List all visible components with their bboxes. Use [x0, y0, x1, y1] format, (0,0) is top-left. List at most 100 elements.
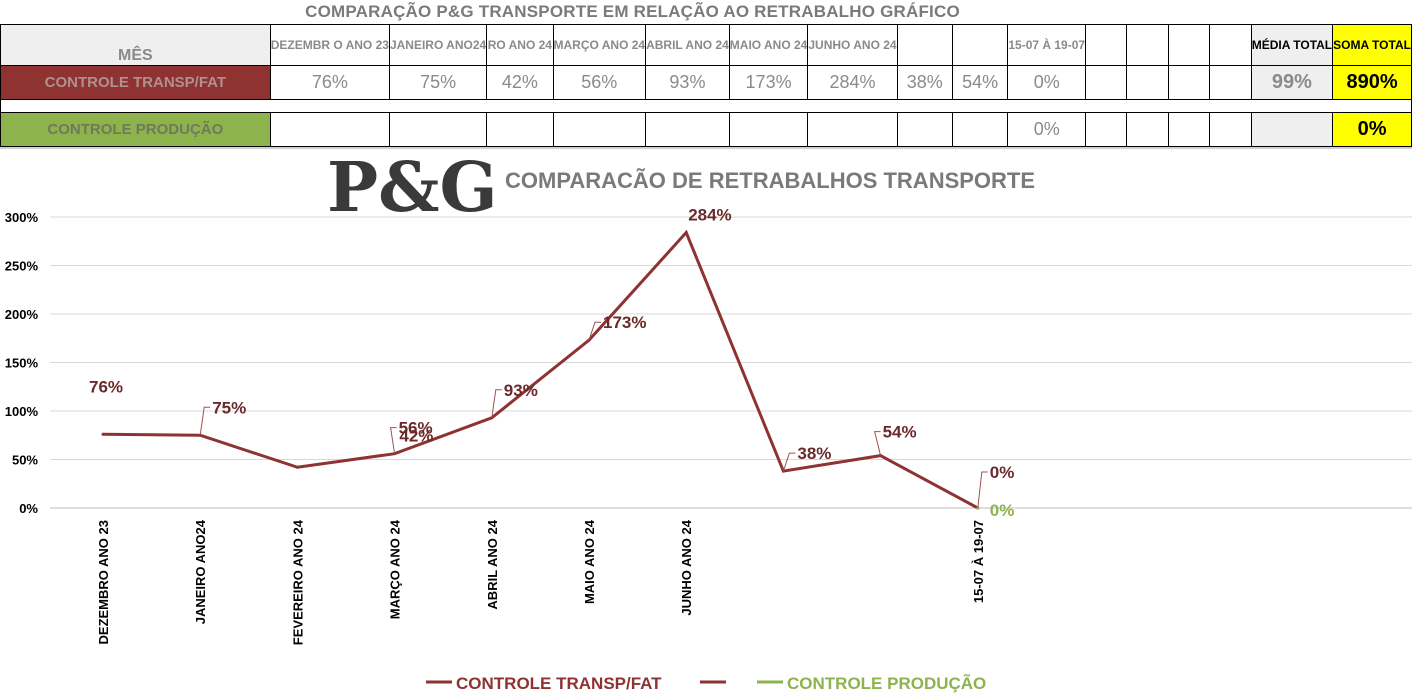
table-cell	[1085, 65, 1128, 100]
table-cell	[1126, 112, 1169, 147]
table-cell: 93%	[645, 65, 730, 100]
table-cell: 42%	[486, 65, 554, 100]
month-header: 15-07 À 19-07	[1007, 24, 1087, 66]
row-label-transp: CONTROLE TRANSP/FAT	[0, 65, 271, 100]
leader-line	[588, 321, 601, 341]
legend-label: CONTROLE TRANSP/FAT	[456, 674, 662, 693]
header-row: MÊS DEZEMBR O ANO 23 JANEIRO ANO24 RO AN…	[0, 24, 1412, 66]
table-cell: 56%	[552, 65, 647, 100]
table-row-producao: CONTROLE PRODUÇÃO 0% 0%	[0, 112, 1412, 147]
table-cell	[388, 112, 488, 147]
separator	[0, 147, 1412, 149]
data-label: 76%	[89, 377, 123, 396]
table-cell	[951, 112, 1009, 147]
table-cell: 38%	[896, 65, 953, 100]
table-cell: 173%	[728, 65, 809, 100]
month-header: DEZEMBR O ANO 23	[269, 24, 390, 66]
leader-line	[977, 471, 988, 509]
table-cell	[1209, 112, 1252, 147]
month-header: MAIO ANO 24	[728, 24, 809, 66]
data-label: 38%	[797, 444, 831, 463]
table-cell: 75%	[388, 65, 488, 100]
table-cell	[728, 112, 809, 147]
data-label: 93%	[504, 381, 538, 400]
media-total-cell	[1250, 112, 1334, 147]
data-point	[684, 231, 688, 235]
chart-title: COMPARACÃO DE RETRABALHOS TRANSPORTE	[505, 168, 1035, 193]
leader-line	[873, 431, 882, 456]
table-cell: 76%	[269, 65, 390, 100]
media-header: MÉDIA TOTAL	[1250, 24, 1334, 66]
soma-total-cell: 890%	[1332, 65, 1412, 100]
table-cell: 0%	[1007, 112, 1087, 147]
table-cell	[1209, 65, 1252, 100]
month-header-label: MÊS	[0, 24, 271, 66]
data-label: 0%	[990, 501, 1015, 520]
table-cell	[1167, 112, 1211, 147]
pg-logo: P&G	[327, 150, 498, 228]
pg-logo-text: P&G	[327, 150, 498, 228]
table-cell	[807, 112, 898, 147]
table-cell: 0%	[1007, 65, 1087, 100]
data-label: 42%	[399, 426, 433, 445]
month-header	[1126, 24, 1169, 66]
table-cell: 54%	[951, 65, 1009, 100]
data-label: 173%	[603, 313, 646, 332]
data-table: MÊS DEZEMBR O ANO 23 JANEIRO ANO24 RO AN…	[0, 24, 1412, 147]
leader-line	[390, 427, 397, 454]
table-cell	[269, 112, 390, 147]
leader-line	[491, 389, 502, 418]
table-cell	[552, 112, 647, 147]
y-tick-label: 100%	[5, 404, 39, 419]
media-total-cell: 99%	[1250, 65, 1334, 100]
month-header: RO ANO 24	[486, 24, 554, 66]
leader-line	[782, 452, 796, 472]
month-header	[951, 24, 1009, 66]
x-tick-label: DEZEMBRO ANO 23	[96, 520, 111, 644]
table-cell	[896, 112, 953, 147]
x-tick-label: MAIO ANO 24	[582, 519, 597, 604]
month-header: JANEIRO ANO24	[388, 24, 488, 66]
data-label: 0%	[990, 463, 1015, 482]
x-tick-label: MARÇO ANO 24	[388, 519, 403, 619]
y-tick-label: 50%	[12, 453, 38, 468]
month-header: JUNHO ANO 24	[807, 24, 898, 66]
x-tick-label: ABRIL ANO 24	[485, 519, 500, 609]
y-tick-label: 150%	[5, 356, 39, 371]
x-tick-label: 15-07 À 19-07	[971, 520, 986, 603]
data-label: 56%	[399, 419, 433, 438]
data-point	[295, 465, 299, 469]
y-tick-label: 250%	[5, 259, 39, 274]
y-tick-label: 0%	[19, 501, 38, 516]
table-cell	[1085, 112, 1128, 147]
month-header	[1085, 24, 1128, 66]
month-header: MARÇO ANO 24	[552, 24, 647, 66]
table-cell	[486, 112, 554, 147]
x-tick-label: FEVEREIRO ANO 24	[290, 519, 305, 645]
page-title: COMPARAÇÃO P&G TRANSPORTE EM RELAÇÃO AO …	[305, 2, 960, 21]
table-row-transp: CONTROLE TRANSP/FAT 76% 75% 42% 56% 93% …	[0, 65, 1412, 100]
table-cell	[1126, 65, 1169, 100]
month-header: ABRIL ANO 24	[645, 24, 730, 66]
data-label: 284%	[688, 206, 731, 225]
month-header	[1167, 24, 1211, 66]
data-point	[101, 432, 105, 436]
line-chart: P&G COMPARACÃO DE RETRABALHOS TRANSPORTE…	[5, 150, 1412, 693]
row-gap	[0, 99, 1412, 113]
series-line	[102, 229, 979, 510]
x-tick-label: JANEIRO ANO24	[193, 519, 208, 624]
y-tick-label: 300%	[5, 210, 39, 225]
data-label: 54%	[883, 423, 917, 442]
row-label-producao: CONTROLE PRODUÇÃO	[0, 112, 271, 147]
soma-total-cell: 0%	[1332, 112, 1412, 147]
x-tick-label: JUNHO ANO 24	[679, 519, 694, 615]
month-header	[1209, 24, 1252, 66]
leader-line	[199, 406, 211, 436]
table-cell: 284%	[807, 65, 898, 100]
legend-label: CONTROLE PRODUÇÃO	[787, 673, 986, 693]
data-label: 75%	[212, 398, 246, 417]
table-cell	[645, 112, 730, 147]
soma-header: SOMA TOTAL	[1332, 24, 1412, 66]
y-tick-label: 200%	[5, 307, 39, 322]
month-header	[896, 24, 953, 66]
